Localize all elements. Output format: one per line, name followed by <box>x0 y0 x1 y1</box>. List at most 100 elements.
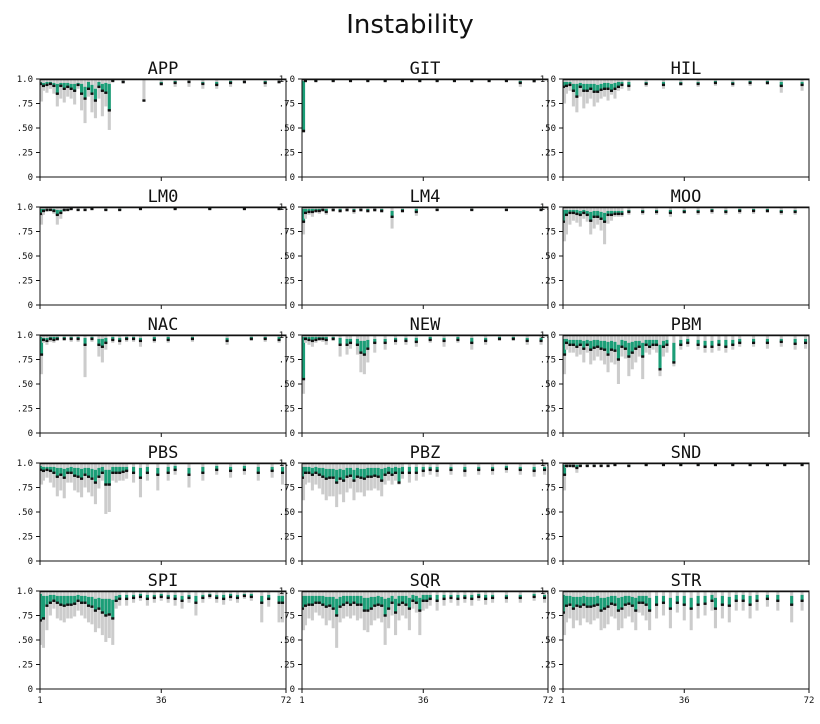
median-mark <box>563 473 567 476</box>
median-mark <box>790 603 794 606</box>
core-bar <box>599 83 603 90</box>
core-bar <box>383 338 387 343</box>
y-tick-label: .50 <box>17 380 33 390</box>
median-mark <box>90 605 94 608</box>
core-bar <box>348 467 353 476</box>
median-mark <box>599 609 603 612</box>
panel-frame <box>301 206 549 306</box>
core-bar <box>641 342 645 357</box>
median-mark <box>717 343 721 346</box>
median-mark <box>592 90 596 93</box>
y-tick-label: .25 <box>540 405 556 415</box>
core-bar <box>166 466 170 473</box>
median-mark <box>727 604 731 607</box>
median-mark <box>345 208 349 212</box>
core-bar <box>575 209 579 214</box>
core-bar <box>59 82 63 86</box>
median-mark <box>48 82 52 86</box>
range-bar <box>563 207 567 242</box>
y-tick-label: .50 <box>279 636 295 646</box>
core-bar <box>260 595 264 603</box>
median-mark <box>592 464 596 468</box>
range-bar <box>83 79 87 124</box>
core-bar <box>564 338 569 343</box>
core-bar <box>380 468 384 481</box>
median-mark <box>679 82 683 86</box>
y-tick-label: .75 <box>540 100 556 110</box>
median-mark <box>585 343 589 346</box>
range-bar <box>107 463 111 512</box>
median-mark <box>752 209 756 213</box>
range-bar <box>303 591 308 626</box>
median-mark <box>366 609 370 612</box>
panel-title: LM4 <box>410 187 441 207</box>
core-bar <box>314 336 318 340</box>
panel-app: APP 1.0 .75 .50 .25 0 <box>17 59 287 183</box>
core-bar <box>463 466 467 471</box>
core-bar <box>107 469 111 485</box>
range-bar <box>568 207 572 225</box>
median-mark <box>609 89 614 92</box>
median-mark <box>41 84 46 88</box>
core-bar <box>428 336 432 340</box>
median-mark <box>613 463 617 467</box>
median-mark <box>362 353 366 356</box>
y-tick-label: 0 <box>290 429 295 439</box>
median-mark <box>613 603 617 606</box>
y-tick-label: 1.0 <box>279 203 295 213</box>
x-tick-label: 1 <box>37 696 42 706</box>
median-mark <box>159 82 163 86</box>
y-tick-label: 0 <box>28 173 33 183</box>
core-bar <box>62 595 66 606</box>
core-bar <box>710 594 714 601</box>
median-mark <box>41 209 46 213</box>
median-mark <box>779 210 783 214</box>
range-bar <box>80 463 84 498</box>
range-bar <box>62 79 66 103</box>
median-mark <box>97 85 101 89</box>
median-mark <box>589 219 593 222</box>
y-tick-label: 1.0 <box>279 75 295 85</box>
core-bar <box>442 337 446 341</box>
median-mark <box>731 463 735 467</box>
x-tick-label: 72 <box>543 696 554 706</box>
core-bar <box>491 466 495 470</box>
core-bar <box>616 81 620 87</box>
median-mark <box>303 471 308 474</box>
median-mark <box>783 463 787 467</box>
median-mark <box>620 345 624 348</box>
median-mark <box>338 477 342 480</box>
core-bar <box>66 595 70 605</box>
panel-moo: MOO 1.0 .75 .50 .25 0 <box>540 187 810 311</box>
panel-frame <box>562 334 810 434</box>
median-mark <box>627 602 631 605</box>
median-mark <box>470 341 474 345</box>
median-mark <box>225 339 229 343</box>
median-mark <box>793 210 797 214</box>
median-mark <box>215 596 219 600</box>
panel-title: STR <box>671 571 702 591</box>
panel-frame <box>39 206 287 306</box>
median-mark <box>504 596 508 600</box>
core-bar <box>125 594 129 599</box>
core-bar <box>383 598 387 616</box>
y-tick-label: 0 <box>290 557 295 567</box>
core-bar <box>606 210 610 215</box>
core-bar <box>100 338 104 347</box>
median-mark <box>661 345 666 348</box>
median-mark <box>603 220 607 223</box>
median-mark <box>404 603 408 606</box>
median-mark <box>390 601 394 604</box>
median-mark <box>477 595 481 599</box>
median-mark <box>668 211 672 215</box>
core-bar <box>97 81 101 87</box>
core-bar <box>303 595 308 606</box>
core-bar <box>418 597 422 611</box>
y-tick-label: .75 <box>540 356 556 366</box>
median-mark <box>328 604 332 607</box>
median-mark <box>383 473 387 476</box>
median-mark <box>369 607 373 610</box>
median-mark <box>596 215 600 218</box>
median-mark <box>380 604 384 607</box>
median-mark <box>277 601 281 604</box>
